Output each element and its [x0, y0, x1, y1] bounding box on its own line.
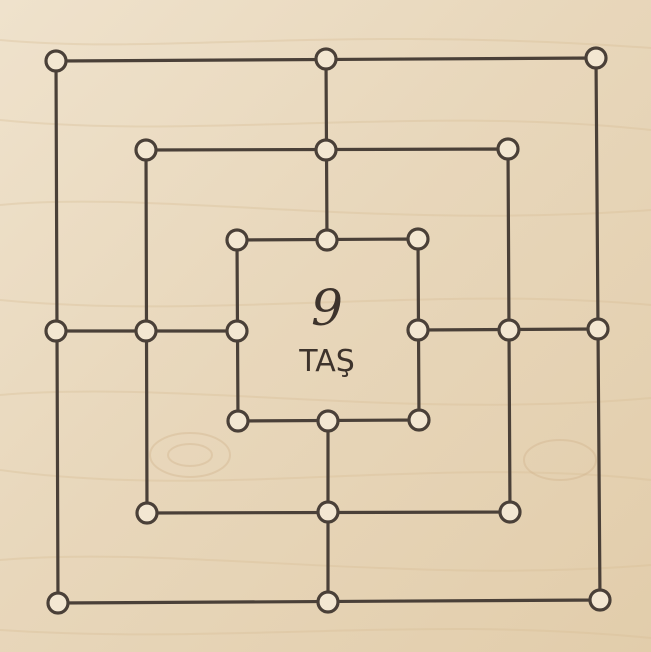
title-number: 9 [311, 279, 343, 337]
point-outer-top-left[interactable] [44, 49, 68, 73]
point-middle-middle-left[interactable] [134, 319, 158, 343]
point-middle-middle-right[interactable] [497, 318, 521, 342]
point-inner-top-right[interactable] [406, 227, 430, 251]
point-outer-bottom-right[interactable] [588, 588, 612, 612]
point-outer-top-center[interactable] [314, 47, 338, 71]
title-label: TAŞ [298, 344, 355, 379]
point-middle-top-center[interactable] [314, 138, 338, 162]
point-inner-bottom-right[interactable] [407, 408, 431, 432]
board-points [44, 46, 612, 615]
point-middle-bottom-left[interactable] [135, 501, 159, 525]
point-outer-bottom-center[interactable] [316, 590, 340, 614]
point-outer-middle-right[interactable] [586, 317, 610, 341]
point-middle-top-left[interactable] [134, 138, 158, 162]
point-middle-bottom-right[interactable] [498, 500, 522, 524]
point-outer-bottom-left[interactable] [46, 591, 70, 615]
point-outer-middle-left[interactable] [44, 319, 68, 343]
point-middle-top-right[interactable] [496, 137, 520, 161]
point-inner-middle-left[interactable] [225, 319, 249, 343]
wood-grain [0, 37, 651, 639]
wood-knot [149, 432, 597, 481]
point-inner-top-left[interactable] [225, 228, 249, 252]
point-inner-bottom-left[interactable] [226, 409, 250, 433]
point-inner-top-center[interactable] [315, 228, 339, 252]
point-inner-bottom-center[interactable] [316, 409, 340, 433]
point-middle-bottom-center[interactable] [316, 500, 340, 524]
point-inner-middle-right[interactable] [406, 318, 430, 342]
point-outer-top-right[interactable] [584, 46, 608, 70]
